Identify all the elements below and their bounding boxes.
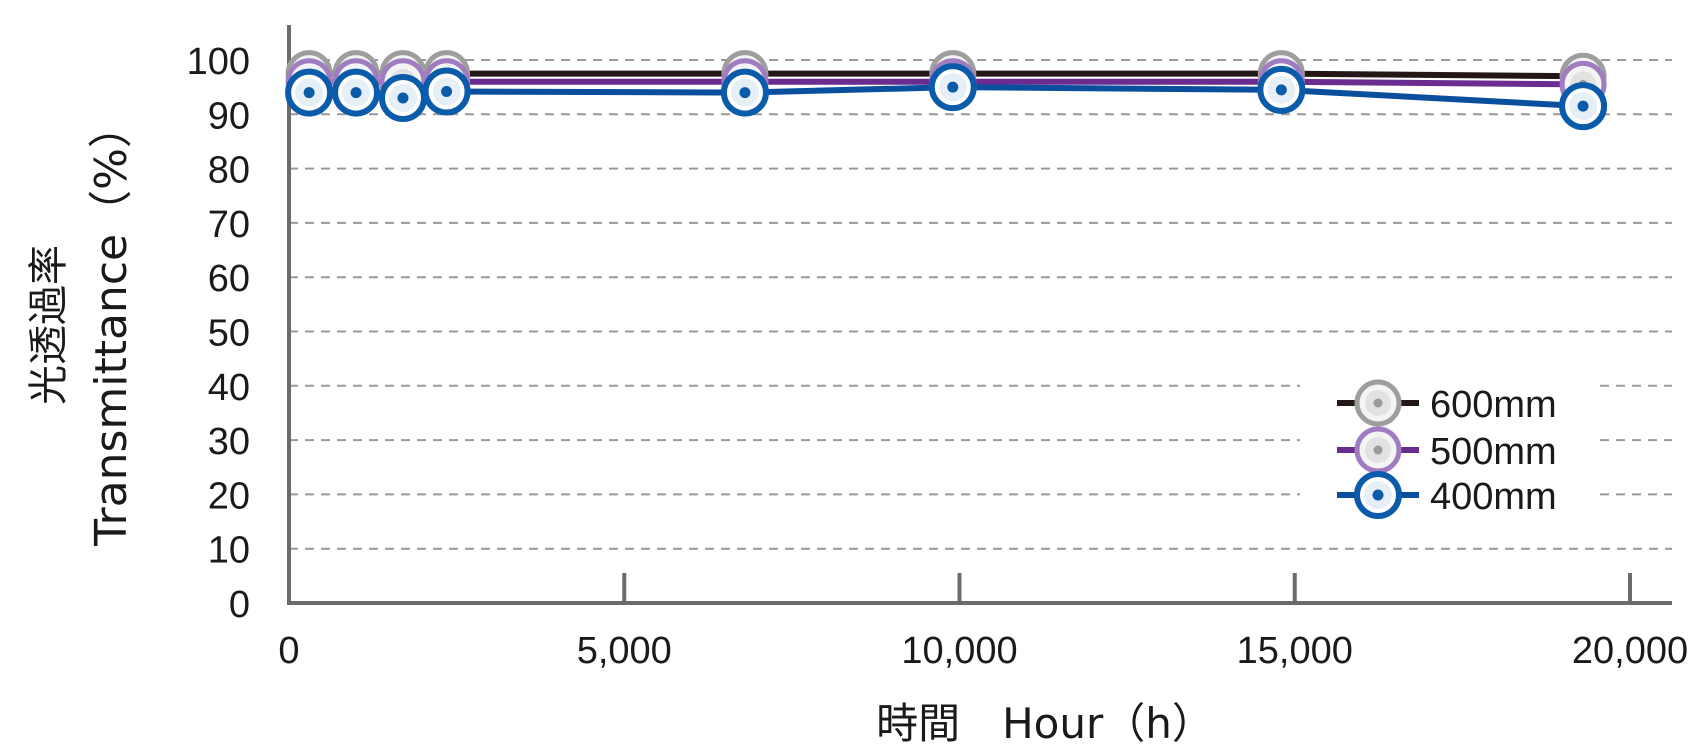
marker-dot — [739, 87, 751, 99]
data-point-400mm — [285, 68, 334, 117]
legend-entry-600mm: 600mm — [1337, 379, 1557, 427]
x-tick-label: 10,000 — [901, 630, 1017, 672]
legend-label: 600mm — [1430, 384, 1557, 426]
y-tick-label: 50 — [208, 313, 250, 355]
data-point-400mm — [422, 67, 471, 116]
marker-dot — [350, 87, 362, 99]
y-tick-label: 70 — [208, 204, 250, 246]
y-tick-label: 90 — [208, 95, 250, 137]
x-tick-label: 15,000 — [1237, 630, 1353, 672]
y-tick-label: 30 — [208, 421, 250, 463]
y-tick-label: 60 — [208, 258, 250, 300]
data-point-400mm — [332, 68, 381, 117]
legend-marker — [1354, 426, 1402, 474]
x-tick-labels: 0 5,000 10,000 15,000 20,000 — [278, 573, 1688, 672]
data-point-400mm — [928, 63, 977, 112]
series-markers — [285, 50, 1608, 131]
data-point-400mm — [1257, 65, 1306, 114]
axes — [287, 25, 1672, 605]
y-tick-label: 80 — [208, 150, 250, 192]
marker-dot — [303, 87, 315, 99]
legend-marker — [1354, 379, 1402, 427]
legend-label: 500mm — [1430, 431, 1557, 473]
y-tick-label: 0 — [229, 584, 250, 626]
marker-dot — [1275, 84, 1287, 96]
marker-dot — [1577, 100, 1589, 112]
y-axis-title-en: Transmittance（%） — [86, 104, 137, 547]
x-tick-label: 5,000 — [577, 630, 672, 672]
y-tick-label: 10 — [208, 530, 250, 572]
y-tick-label: 20 — [208, 475, 250, 517]
data-point-400mm — [1559, 82, 1608, 131]
y-axis-title-jp: 光透過率 — [26, 245, 72, 405]
legend-entry-500mm: 500mm — [1337, 426, 1557, 474]
legend-marker — [1354, 471, 1402, 519]
y-tick-label: 40 — [208, 367, 250, 409]
x-axis-title: 時間 Hour（h） — [876, 699, 1214, 746]
grid-lines — [289, 59, 1672, 550]
y-tick-label: 100 — [187, 41, 250, 83]
marker-dot — [947, 81, 959, 93]
marker-dot — [1372, 489, 1384, 501]
legend-entry-400mm: 400mm — [1337, 471, 1557, 519]
y-tick-labels: 0 10 20 30 40 50 60 70 80 90 100 — [187, 41, 250, 626]
marker-dot — [397, 92, 409, 104]
marker-dot — [441, 85, 453, 97]
x-tick-label: 20,000 — [1572, 630, 1688, 672]
legend-label: 400mm — [1430, 476, 1557, 518]
data-point-400mm — [378, 74, 427, 123]
data-point-400mm — [720, 68, 769, 117]
x-tick-label: 0 — [278, 630, 299, 672]
marker-dot — [1373, 445, 1383, 455]
marker-dot — [1373, 398, 1383, 408]
